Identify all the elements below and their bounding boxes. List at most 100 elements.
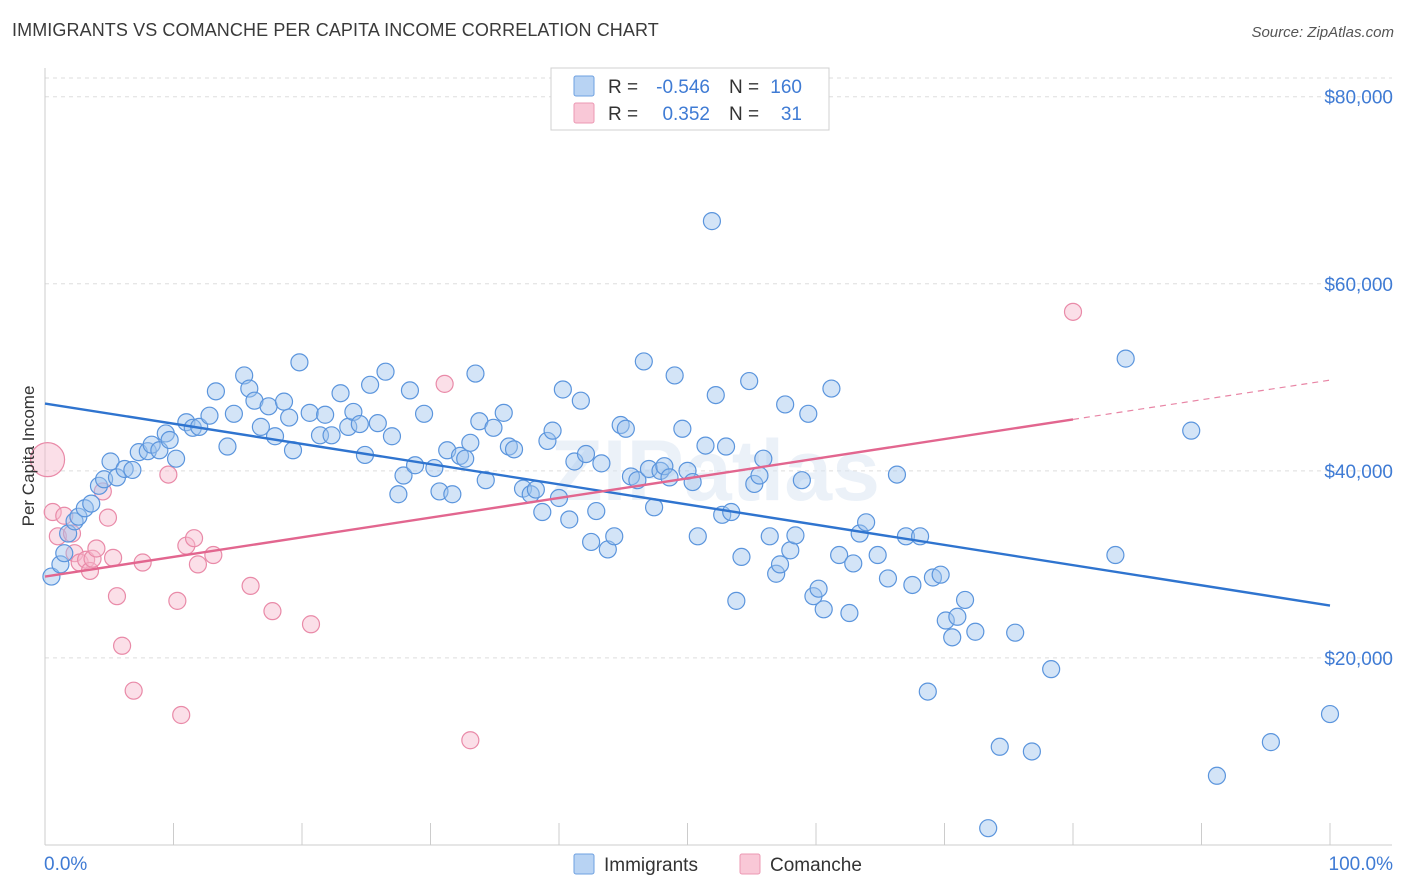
immigrants-point — [101, 452, 120, 471]
legend-n-value-1: 160 — [770, 77, 802, 98]
immigrants-point — [251, 417, 270, 436]
immigrants-point — [1207, 766, 1227, 785]
immigrants-point — [605, 527, 624, 546]
legend-r-label-2: R = — [608, 104, 638, 125]
immigrants-point — [655, 457, 674, 476]
immigrants-point — [706, 385, 725, 405]
immigrants-point — [716, 437, 736, 456]
immigrants-point — [51, 555, 70, 574]
immigrants-point — [224, 404, 243, 423]
immigrants-point — [425, 458, 444, 478]
immigrants-point — [82, 494, 101, 513]
comanche-point — [1063, 302, 1083, 321]
immigrants-point — [350, 414, 369, 434]
immigrants-point — [830, 545, 849, 565]
immigrants-point — [274, 392, 294, 411]
comanche-point — [48, 527, 67, 546]
comanche-point — [301, 615, 321, 634]
immigrants-point — [55, 544, 74, 563]
immigrants-point — [494, 403, 513, 422]
immigrants-point — [776, 395, 795, 414]
comanche-swatch — [739, 853, 761, 875]
immigrants-point — [1042, 660, 1061, 679]
immigrants-point — [868, 545, 887, 565]
immigrants-point — [466, 364, 485, 383]
immigrants-points — [42, 212, 1340, 838]
y-tick-label: $80,000 — [1324, 88, 1393, 109]
legend-n-label-1: N = — [729, 77, 759, 98]
comanche-point — [124, 681, 143, 700]
comanche-trend-extension — [1072, 379, 1331, 421]
immigrants-point — [770, 555, 790, 574]
immigrants-point — [414, 404, 434, 423]
comanche-point — [241, 576, 260, 596]
immigrants-point — [948, 607, 967, 626]
immigrants-point — [576, 444, 596, 464]
immigrants-point — [665, 366, 684, 385]
comanche-point — [98, 508, 118, 527]
immigrants-point — [587, 501, 606, 521]
comanche-point — [168, 591, 187, 610]
immigrants-point — [955, 590, 975, 610]
comanche-point — [112, 636, 132, 655]
y-tick-label: $20,000 — [1324, 649, 1393, 670]
comanche-point — [461, 731, 480, 750]
immigrants-point — [767, 564, 786, 583]
immigrants-point — [543, 421, 562, 440]
immigrants-point — [160, 430, 179, 450]
immigrants-legend-label: Immigrants — [604, 855, 698, 876]
immigrants-point — [844, 554, 863, 573]
immigrants-point — [887, 465, 907, 484]
immigrants-point — [389, 485, 408, 504]
immigrants-point — [688, 527, 707, 546]
immigrants-point — [750, 466, 769, 485]
immigrants-point — [200, 406, 219, 425]
immigrants-point — [814, 600, 833, 619]
immigrants-point — [966, 622, 985, 641]
comanche-point — [55, 506, 74, 525]
immigrants-point — [878, 569, 898, 588]
y-tick-label: $40,000 — [1324, 462, 1393, 483]
immigrants-point — [592, 454, 611, 473]
immigrants-point — [634, 352, 653, 371]
comanche-legend-label: Comanche — [770, 855, 862, 876]
immigrants-point — [394, 466, 413, 485]
immigrants-point — [990, 737, 1009, 756]
immigrants-point — [809, 579, 828, 598]
axes — [44, 68, 1392, 846]
legend-n-value-2: 31 — [781, 104, 802, 125]
comanche-point — [435, 374, 454, 393]
comanche-point — [65, 544, 84, 563]
immigrants-point — [166, 449, 186, 468]
immigrants-point — [443, 485, 462, 504]
immigrants-point — [903, 575, 922, 595]
immigrants-point — [504, 440, 524, 459]
legend-n-label-2: N = — [729, 104, 759, 125]
immigrants-point — [727, 591, 746, 610]
immigrants-point — [822, 379, 841, 398]
immigrants-point — [499, 437, 518, 456]
immigrants-trend-line — [44, 402, 1331, 607]
comanche-point — [107, 587, 127, 606]
immigrants-point — [461, 433, 480, 452]
immigrants-point — [331, 384, 350, 403]
y-axis-label: Per Capita Income — [19, 386, 38, 527]
immigrants-point — [280, 408, 299, 427]
trend-lines — [44, 379, 1331, 607]
immigrants-point — [1006, 623, 1025, 642]
comanche-legend-swatch — [573, 102, 595, 124]
comanche-point — [184, 529, 204, 548]
immigrants-point — [639, 459, 659, 479]
immigrants-point — [598, 540, 617, 559]
immigrants-point — [218, 437, 237, 456]
immigrants-point — [560, 510, 579, 529]
immigrants-point — [382, 427, 402, 446]
immigrants-point — [1106, 545, 1125, 565]
immigrants-point — [732, 547, 751, 567]
immigrants-point — [300, 403, 319, 422]
y-tick-label: $60,000 — [1324, 275, 1393, 296]
immigrants-swatch — [573, 853, 595, 875]
immigrants-point — [553, 380, 572, 399]
immigrants-point — [1116, 349, 1135, 368]
